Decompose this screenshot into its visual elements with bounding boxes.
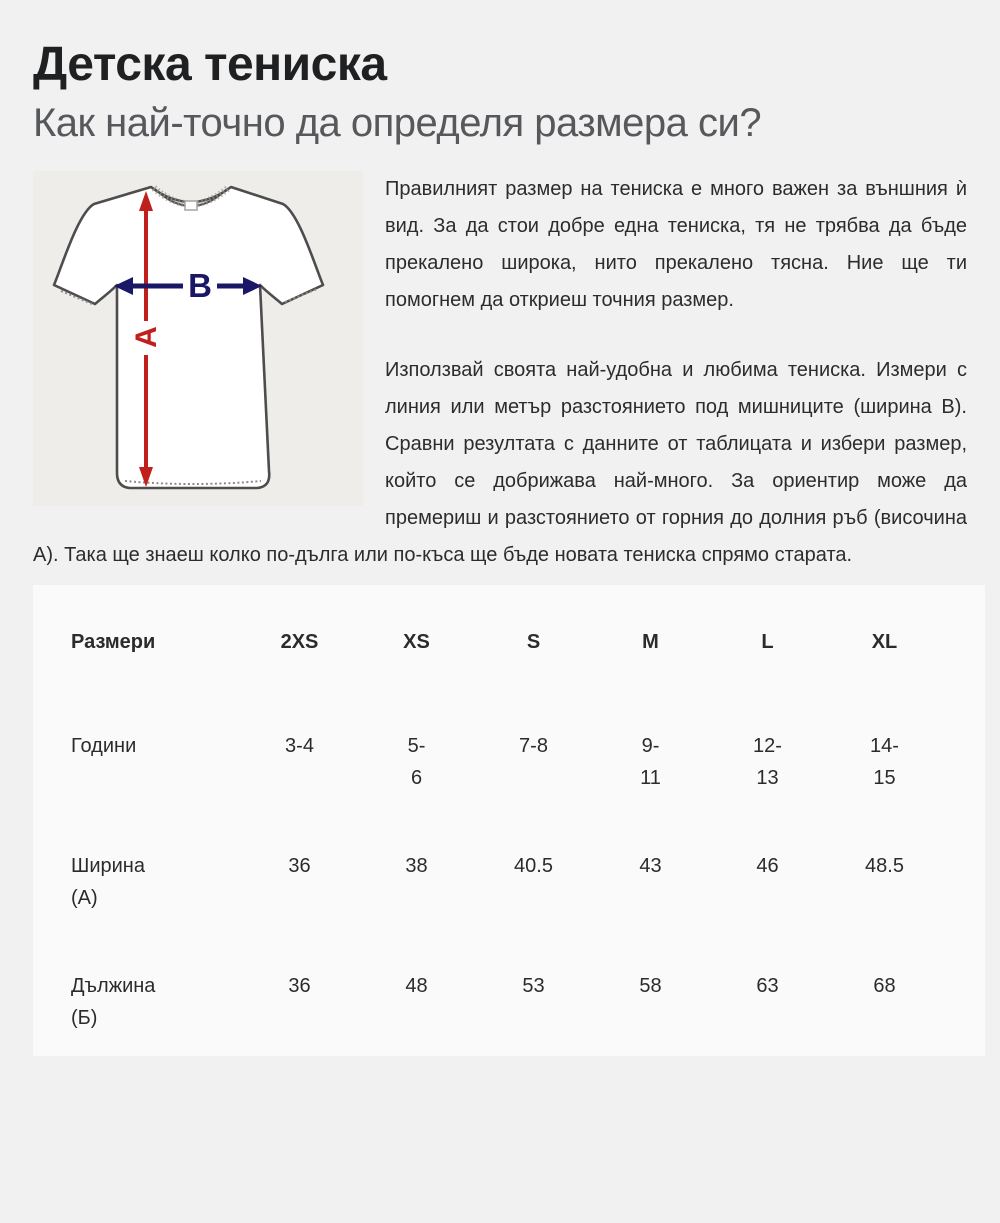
table-row-width: Ширина (А) 36 38 40.5 43 46 48.5: [71, 814, 943, 934]
table-row-years: Години 3-4 5- 6 7-8 9- 11 12- 13 14- 15: [71, 694, 943, 814]
width-arrowhead-right: [243, 276, 262, 295]
years-xs: 5- 6: [407, 734, 426, 789]
row-label-width: Ширина (А): [71, 854, 145, 909]
tshirt-outline: [52, 185, 325, 490]
width-2xs: 36: [288, 854, 311, 877]
column-header-sizes: Размери: [71, 630, 156, 653]
width-s: 40.5: [514, 854, 553, 877]
column-header-s: S: [526, 630, 541, 653]
width-m: 43: [639, 854, 662, 877]
width-arrow: B: [114, 267, 262, 304]
length-l: 63: [756, 974, 779, 997]
tshirt-diagram-svg: А B: [52, 185, 325, 490]
intro-paragraph-2: Използвай своята най-удобна и любима тен…: [33, 358, 967, 567]
height-arrow: А: [130, 190, 163, 487]
height-arrowhead-top: [139, 190, 153, 211]
right-cuff-stitching: [284, 287, 318, 303]
years-s: 7-8: [519, 734, 548, 757]
hem-stitching: [124, 479, 262, 485]
row-label-years: Години: [71, 734, 137, 757]
column-header-2xs: 2XS: [280, 630, 319, 653]
size-table: Размери 2XS XS S M L XL Години 3-4 5- 6 …: [71, 605, 943, 1054]
width-arrowhead-left: [114, 276, 133, 295]
column-header-xl: XL: [871, 630, 898, 653]
width-l: 46: [756, 854, 779, 877]
height-label-a: А: [130, 326, 163, 348]
length-s: 53: [522, 974, 545, 997]
years-l: 12- 13: [753, 734, 782, 789]
intro-paragraph-1: Правилният размер на тениска е много важ…: [385, 177, 967, 312]
intro-section: А B Правилният размер на тениска е много…: [33, 170, 967, 575]
page: Детска тениска Как най-точно да определя…: [0, 38, 1000, 575]
page-title: Детска тениска: [33, 38, 387, 91]
size-table-panel: Размери 2XS XS S M L XL Години 3-4 5- 6 …: [33, 584, 985, 1056]
length-xl: 68: [873, 974, 896, 997]
column-header-xs: XS: [403, 630, 430, 653]
column-header-l: L: [761, 630, 774, 653]
column-header-m: M: [642, 630, 659, 653]
length-xs: 48: [405, 974, 428, 997]
row-label-length: Дължина (Б): [71, 974, 156, 1029]
page-subtitle: Как най-точно да определя размера си?: [33, 100, 762, 145]
tshirt-measurement-diagram: А B: [33, 170, 363, 506]
left-cuff-stitching: [60, 289, 93, 305]
years-xl: 14- 15: [870, 734, 899, 789]
collar-tag: [184, 200, 198, 211]
years-m: 9- 11: [640, 734, 661, 789]
years-2xs: 3-4: [285, 734, 314, 757]
table-row-length: Дължина (Б) 36 48 53 58 63 68: [71, 934, 943, 1054]
height-arrowhead-bottom: [139, 466, 153, 487]
width-label-b: B: [188, 267, 212, 304]
width-xl: 48.5: [865, 854, 904, 877]
size-table-header-row: Размери 2XS XS S M L XL: [71, 605, 943, 694]
length-2xs: 36: [288, 974, 311, 997]
length-m: 58: [639, 974, 662, 997]
width-xs: 38: [405, 854, 428, 877]
